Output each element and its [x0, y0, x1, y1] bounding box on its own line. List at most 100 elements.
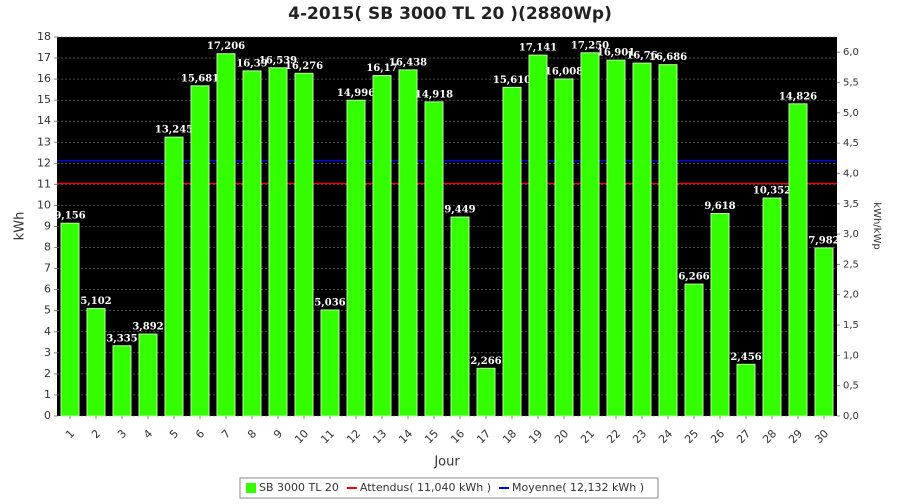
y2-axis-label: kWh/kWp	[871, 202, 882, 249]
x-tick-label: 22	[604, 427, 623, 446]
value-label: 6,266	[678, 272, 709, 283]
value-label: 15,681	[181, 73, 219, 84]
bar	[164, 136, 184, 417]
value-label: 14,826	[779, 91, 817, 102]
bar	[60, 222, 80, 417]
x-tick-label: 30	[812, 427, 831, 446]
bar	[294, 72, 314, 417]
y-tick-label: 12	[37, 156, 51, 169]
x-tick-label: 17	[474, 427, 493, 446]
x-tick-label: 16	[448, 427, 467, 446]
bar	[788, 103, 808, 417]
value-label: 2,456	[730, 352, 761, 363]
y-tick-label: 16	[37, 72, 51, 85]
x-tick-label: 15	[422, 427, 441, 446]
bar	[606, 59, 626, 417]
x-tick-label: 13	[370, 427, 389, 446]
y-tick-label: 13	[37, 135, 51, 148]
legend-label: SB 3000 TL 20	[259, 481, 339, 494]
value-label: 9,156	[54, 211, 85, 222]
y-axis-label: kWh	[13, 212, 28, 241]
value-label: 9,449	[444, 205, 475, 216]
y-tick-label: 5	[44, 304, 51, 317]
value-label: 17,250	[571, 40, 609, 51]
bar	[814, 247, 834, 417]
y-tick-label: 11	[37, 177, 51, 190]
bar	[320, 309, 340, 417]
bar	[554, 78, 574, 417]
value-label: 16,901	[597, 48, 635, 59]
bar	[372, 75, 392, 417]
x-tick-label: 7	[219, 427, 233, 441]
bar	[268, 67, 288, 417]
value-label: 7,982	[808, 235, 839, 246]
y-tick-label: 18	[37, 30, 51, 43]
x-tick-label: 2	[89, 427, 103, 441]
value-label: 15,610	[493, 75, 531, 86]
value-label: 9,618	[704, 201, 735, 212]
x-tick-label: 26	[708, 427, 727, 446]
y-tick-label: 10	[37, 198, 51, 211]
value-label: 5,036	[314, 297, 345, 308]
x-tick-label: 24	[656, 427, 675, 446]
x-tick-label: 3	[115, 427, 129, 441]
bar	[684, 283, 704, 417]
y-tick-label: 4	[44, 325, 51, 338]
y2-tick-label: 3,0	[843, 229, 859, 240]
bar	[710, 212, 730, 417]
y-tick-label: 0	[44, 409, 51, 422]
bar	[736, 363, 756, 417]
x-tick-label: 5	[167, 427, 181, 441]
legend-label: Moyenne( 12,132 kWh )	[512, 481, 644, 494]
bar	[112, 345, 132, 417]
x-tick-label: 21	[578, 427, 597, 446]
bar	[762, 197, 782, 417]
y-tick-label: 17	[37, 51, 51, 64]
value-label: 17,206	[207, 41, 245, 52]
x-tick-label: 29	[786, 427, 805, 446]
bar	[632, 62, 652, 417]
x-tick-label: 14	[396, 427, 415, 446]
bar	[476, 367, 496, 417]
y-tick-label: 9	[44, 220, 51, 233]
y2-tick-label: 3,5	[843, 199, 859, 210]
value-label: 3,892	[132, 322, 163, 333]
bar	[242, 70, 262, 417]
x-tick-label: 18	[500, 427, 519, 446]
bar	[528, 54, 548, 417]
y2-tick-label: 5,0	[843, 108, 859, 119]
x-tick-label: 8	[245, 427, 259, 441]
y2-tick-label: 2,5	[843, 259, 859, 270]
bar	[424, 101, 444, 417]
y2-tick-label: 0,5	[843, 381, 859, 392]
x-tick-label: 27	[734, 427, 753, 446]
y-tick-label: 3	[44, 346, 51, 359]
y-tick-label: 6	[44, 283, 51, 296]
legend	[239, 477, 659, 499]
value-label: 16,276	[285, 61, 323, 72]
value-label: 16,76	[626, 51, 657, 62]
value-label: 14,996	[337, 88, 375, 99]
y-tick-label: 7	[44, 262, 51, 275]
value-label: 14,918	[415, 89, 453, 100]
y2-tick-label: 4,0	[843, 168, 859, 179]
x-tick-label: 11	[318, 427, 337, 446]
x-tick-label: 1	[63, 427, 77, 441]
x-tick-label: 20	[552, 427, 571, 446]
x-tick-label: 28	[760, 427, 779, 446]
value-label: 16,008	[545, 66, 583, 77]
y-tick-label: 2	[44, 367, 51, 380]
y2-tick-label: 5,5	[843, 77, 859, 88]
value-label: 13,245	[155, 125, 193, 136]
y2-tick-label: 6,0	[843, 47, 859, 58]
value-label: 16,39	[236, 58, 267, 69]
legend-label: Attendus( 11,040 kWh )	[360, 481, 491, 494]
value-label: 5,102	[80, 296, 111, 307]
bar	[216, 53, 236, 417]
bar	[450, 216, 470, 417]
y2-tick-label: 0,0	[843, 411, 859, 422]
bar	[658, 64, 678, 417]
x-tick-label: 10	[292, 427, 311, 446]
value-label: 16,438	[389, 57, 427, 68]
